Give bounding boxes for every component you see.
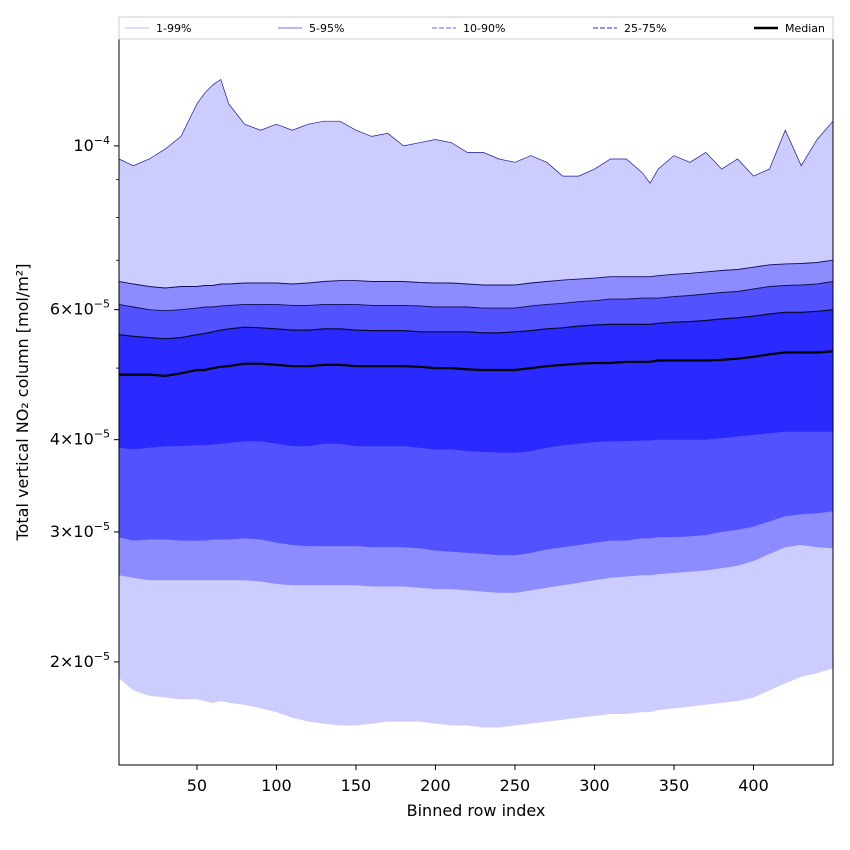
legend-label: Median [785,22,825,35]
y-tick-label: 3×10−5 [50,520,110,541]
p99-line [118,78,834,184]
x-tick-label: 350 [659,776,690,795]
x-tick-label: 300 [579,776,610,795]
p95-line [118,259,834,289]
percentile-lines [118,78,834,378]
legend-box [118,16,834,40]
x-axis-label: Binned row index [407,801,546,820]
x-tick-label: 200 [420,776,451,795]
median-line [119,350,834,378]
x-tick-label: 50 [187,776,207,795]
legend-label: 10-90% [463,22,505,35]
percentile-bands [119,79,833,728]
x-tick-label: 150 [341,776,372,795]
p90-line [118,281,834,312]
y-tick-label: 4×10−5 [50,428,110,449]
x-tick-label: 250 [500,776,531,795]
y-axis-label: Total vertical NO₂ column [mol/m²] [13,264,32,542]
p75-line [118,309,834,340]
y-tick-label: 10−4 [73,134,110,155]
x-axis-ticks: 50 100 150 200 250 300 350 400 [187,765,769,795]
legend: 1-99% 5-95% 10-90% 25-75% Median [118,16,834,40]
legend-label: 25-75% [624,22,666,35]
plot-area [118,78,834,728]
x-tick-label: 100 [261,776,292,795]
x-tick-label: 400 [738,776,769,795]
band-25-75 [119,309,833,453]
legend-label: 5-95% [309,22,344,35]
y-tick-label: 2×10−5 [50,650,110,671]
legend-label: 1-99% [156,22,191,35]
y-tick-label: 6×10−5 [50,298,110,319]
y-axis-ticks: 2×10−5 3×10−5 4×10−5 6×10−5 10−4 [50,134,119,671]
